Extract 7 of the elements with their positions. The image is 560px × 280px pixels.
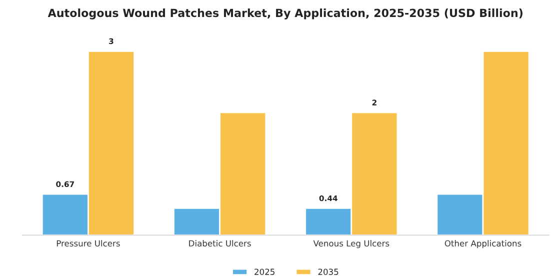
x-tick-label: Pressure Ulcers: [56, 240, 120, 247]
legend-label: 2035: [318, 268, 338, 275]
legend-label: 2025: [254, 268, 274, 275]
chart-title: Autologous Wound Patches Market, By Application, 2025-2035 (USD Billion): [48, 8, 522, 20]
x-tick-label: Venous Leg Ulcers: [313, 240, 390, 248]
x-tick-label: Other Applications: [444, 240, 522, 248]
x-tick-label: Diabetic Ulcers: [189, 240, 251, 247]
